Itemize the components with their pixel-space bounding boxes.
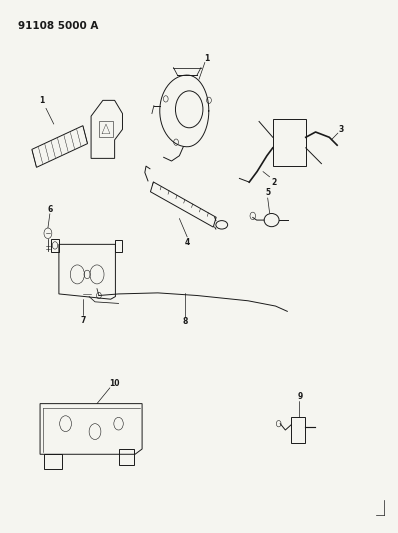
Text: 6: 6 <box>47 205 53 214</box>
Text: 10: 10 <box>109 379 120 388</box>
Text: 9: 9 <box>297 392 302 401</box>
Text: 91108 5000 A: 91108 5000 A <box>18 21 99 31</box>
Text: 5: 5 <box>265 188 270 197</box>
Text: 7: 7 <box>80 316 86 325</box>
Text: 8: 8 <box>183 317 188 326</box>
Text: 1: 1 <box>39 96 45 105</box>
Text: 1: 1 <box>204 54 209 63</box>
Text: 4: 4 <box>185 238 190 247</box>
Text: 3: 3 <box>338 125 344 134</box>
Text: 2: 2 <box>271 177 276 187</box>
